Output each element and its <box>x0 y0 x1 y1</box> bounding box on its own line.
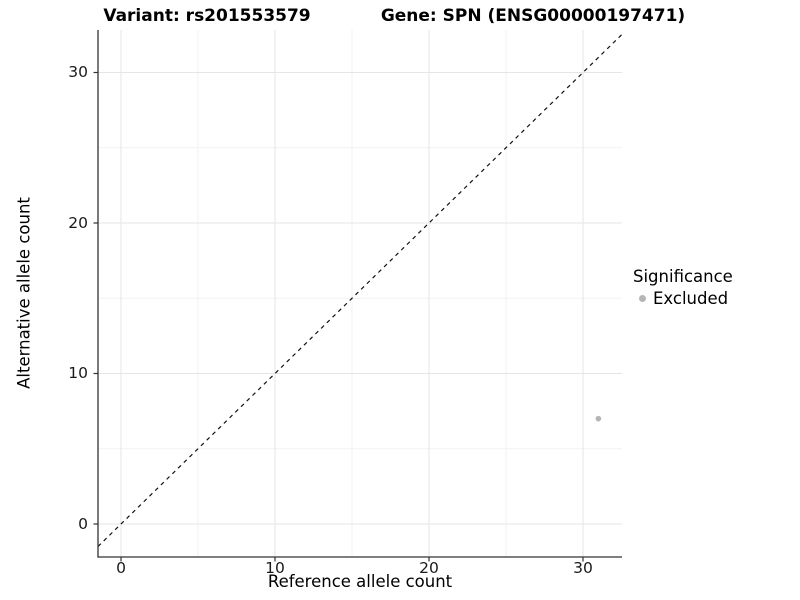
plot-title-variant: Variant: rs201553579 <box>103 6 311 26</box>
data-point <box>595 415 602 422</box>
y-tick-label-20: 20 <box>68 214 88 232</box>
y-tick-label-10: 10 <box>68 364 88 382</box>
plot-title-gene: Gene: SPN (ENSG00000197471) <box>380 6 686 26</box>
y-tick-label-30: 30 <box>68 63 88 81</box>
legend-title: Significance <box>633 267 733 286</box>
identity-dashed-line <box>97 33 623 547</box>
y-axis-title: Alternative allele count <box>14 197 34 389</box>
y-tick-label-0: 0 <box>78 515 88 533</box>
x-axis-title: Reference allele count <box>267 572 453 591</box>
x-tick-label-20: 20 <box>419 559 439 577</box>
excluded-point-icon <box>639 295 646 302</box>
legend-item-label: Excluded <box>653 289 729 308</box>
x-tick-label-0: 0 <box>116 559 126 577</box>
x-tick-label-10: 10 <box>265 559 285 577</box>
legend-item-excluded: Excluded <box>633 289 733 308</box>
x-tick-label-30: 30 <box>573 559 593 577</box>
legend: Significance Excluded <box>633 267 733 308</box>
